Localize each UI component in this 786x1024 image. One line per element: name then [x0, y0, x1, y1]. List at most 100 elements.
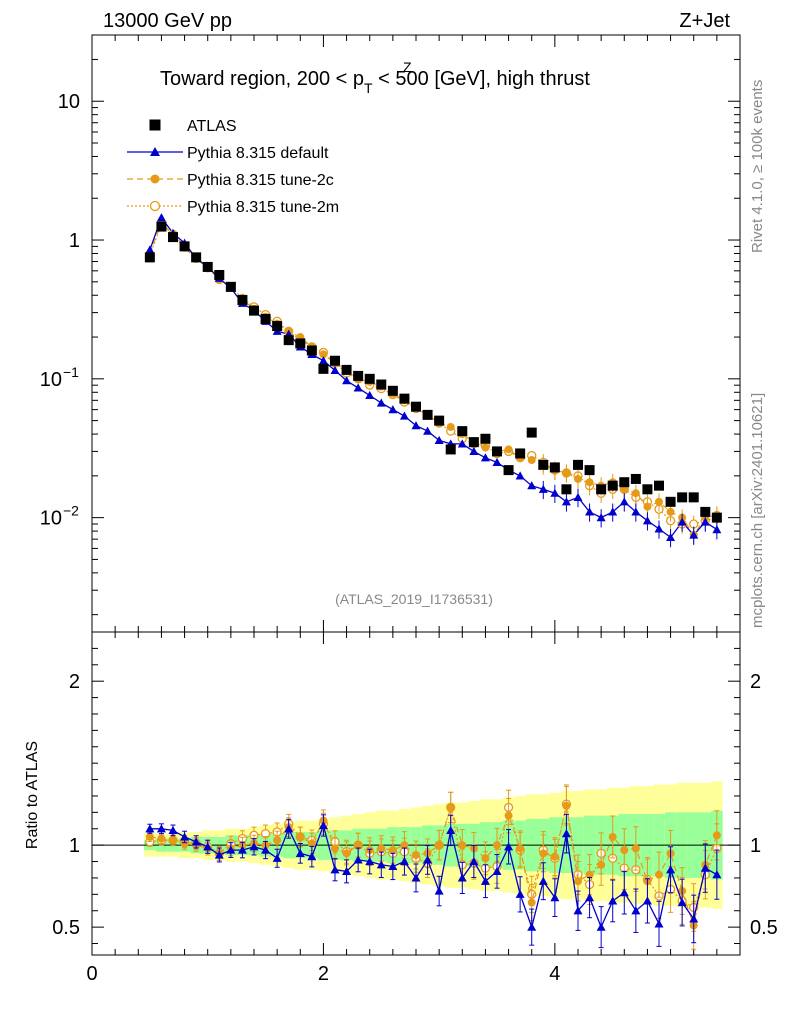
- tune2c-point: [597, 860, 606, 869]
- default-point: [561, 829, 571, 838]
- atlas-data-point: [156, 221, 167, 232]
- default-point: [596, 922, 606, 931]
- default-point: [480, 453, 490, 462]
- default-point: [538, 876, 548, 885]
- tune2c-point: [180, 839, 189, 848]
- ratio-y-tick-label: 1: [69, 835, 80, 857]
- ratio-y-tick-label: 0.5: [52, 917, 80, 939]
- default-point: [180, 832, 190, 841]
- tune2c-point: [504, 811, 513, 820]
- default-point: [527, 922, 537, 931]
- tune2c-point: [307, 839, 316, 848]
- default-point: [538, 484, 548, 493]
- atlas-data-point: [168, 232, 178, 243]
- tune2c-point: [562, 468, 571, 477]
- default-point: [446, 825, 456, 834]
- atlas-data-point: [468, 437, 479, 448]
- tune2c-point: [150, 174, 160, 184]
- default-point: [666, 865, 676, 874]
- main-y-tick-label: 10: [58, 91, 80, 113]
- tune2c-point: [435, 841, 444, 850]
- atlas-data-point: [353, 370, 364, 381]
- default-point: [666, 532, 676, 542]
- atlas-data-point: [179, 241, 190, 252]
- header-right-label: Z+Jet: [679, 10, 730, 32]
- default-point: [145, 824, 155, 833]
- default-point: [677, 517, 687, 526]
- atlas-data-point: [411, 401, 421, 412]
- default-point: [561, 497, 571, 506]
- ratio-x-tick-label: 4: [549, 963, 560, 985]
- tune2c-point: [527, 898, 536, 907]
- default-point: [365, 390, 375, 399]
- tune2c-point: [527, 456, 536, 465]
- default-point: [284, 824, 294, 833]
- default-point: [318, 356, 328, 365]
- default-point: [388, 861, 398, 871]
- tune2c-point: [562, 801, 571, 810]
- header-left-label: 13000 GeV pp: [103, 10, 232, 32]
- default-point: [631, 906, 641, 915]
- main-y-tick-label: 10: [40, 369, 62, 391]
- default-point: [434, 435, 444, 445]
- default-point: [423, 855, 433, 864]
- atlas-data-point: [711, 512, 722, 523]
- tune2c-point: [620, 485, 629, 494]
- atlas-data-point: [260, 313, 271, 324]
- plot-title-post: < 500 [GeV], high thrust: [373, 68, 591, 90]
- default-point: [307, 852, 317, 861]
- atlas-data-point: [492, 446, 502, 457]
- main-y-tick-label: 1: [69, 230, 80, 252]
- default-point: [423, 426, 433, 435]
- default-point: [261, 845, 271, 854]
- atlas-data-point: [654, 480, 664, 491]
- atlas-data-point: [225, 281, 236, 292]
- atlas-data-point: [318, 363, 329, 374]
- tune2c-point: [550, 852, 559, 861]
- main-y-tick-exponent: −2: [63, 503, 79, 519]
- default-point: [619, 888, 629, 897]
- default-line: [149, 216, 718, 539]
- default-point: [376, 860, 386, 869]
- tune2c-point: [516, 844, 525, 853]
- default-point: [156, 213, 166, 222]
- tune2c-point: [481, 443, 490, 452]
- tune2c-point: [631, 489, 640, 498]
- tune2c-point: [296, 832, 305, 841]
- tune2c-point: [354, 841, 363, 850]
- atlas-data-point: [341, 364, 352, 375]
- atlas-data-point: [480, 433, 491, 444]
- atlas-data-point: [237, 294, 248, 305]
- atlas-data-point: [191, 252, 202, 263]
- ratio-y-tick-label-right: 1: [750, 835, 761, 857]
- ratio-x-tick-label: 2: [318, 963, 329, 985]
- default-point: [168, 825, 178, 834]
- atlas-data-point: [596, 484, 607, 495]
- atlas-data-point: [665, 496, 676, 507]
- legend-label-default: Pythia 8.315 default: [187, 145, 329, 162]
- default-point: [226, 845, 236, 854]
- atlas-data-point: [549, 462, 560, 473]
- atlas-data-point: [688, 492, 699, 503]
- atlas-data-point: [642, 484, 653, 495]
- tune2c-point: [169, 836, 177, 845]
- default-point: [677, 898, 687, 907]
- default-point: [515, 471, 525, 480]
- tune2m-point: [149, 200, 161, 212]
- default-point: [654, 919, 664, 928]
- atlas-data-point: [584, 465, 595, 476]
- default-point: [631, 507, 641, 516]
- ratio-y-tick-label: 2: [69, 671, 80, 693]
- main-y-tick-label: 10: [40, 508, 62, 530]
- tune2c-point: [400, 841, 409, 850]
- default-point: [480, 876, 490, 885]
- legend-label-tune2m: Pythia 8.315 tune-2m: [187, 199, 339, 216]
- default-point: [712, 870, 722, 879]
- default-point: [608, 507, 618, 516]
- atlas-data-point: [526, 427, 537, 438]
- tune2c-point: [331, 844, 339, 853]
- atlas-data-point: [677, 492, 688, 503]
- tune2c-point: [608, 832, 617, 841]
- default-point: [330, 365, 340, 375]
- default-point: [585, 893, 595, 902]
